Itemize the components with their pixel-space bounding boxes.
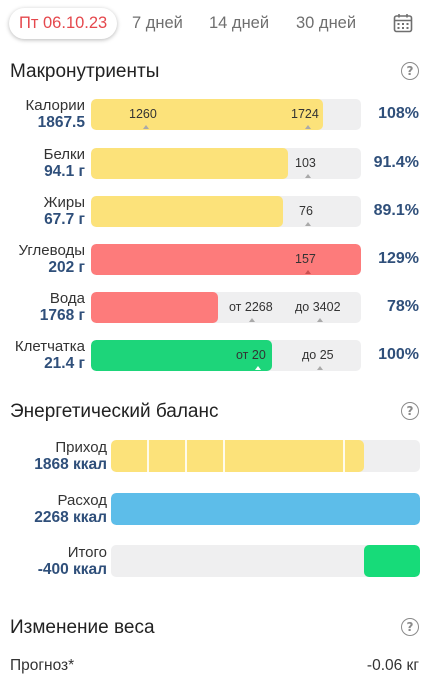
energy-label: Расход [57,492,107,509]
help-icon[interactable]: ? [401,62,419,80]
macro-bar: от 20 до 25 [91,340,361,371]
tab-30-days[interactable]: 30 дней [296,14,357,32]
macro-mark-min: 1260 [129,107,157,121]
macro-label: Углеводы [18,242,85,259]
macro-label: Калории [25,97,85,114]
macro-bar: 1260 1724 [91,99,361,130]
energy-label: Приход [55,439,107,456]
macro-mark-max: до 3402 [295,300,341,314]
macro-value: 1867.5 [37,114,85,131]
help-icon[interactable]: ? [401,402,419,420]
forecast-label: Прогноз* [10,657,75,674]
energy-bar [111,493,420,525]
macro-bar-fill [91,292,218,323]
energy-row-intake: Приход 1868 ккал [0,439,429,475]
macro-value: 202 г [48,259,85,276]
energy-title: Энергетический баланс [10,401,219,422]
macro-mark-min: от 20 [236,348,266,362]
macro-mark-max: до 25 [302,348,334,362]
macro-mark-min: от 2268 [229,300,273,314]
macro-bar: 76 [91,196,361,227]
macro-row-water: Вода 1768 г от 2268 до 3402 78% [0,291,429,325]
energy-row-total: Итого -400 ккал [0,544,429,580]
macro-percent: 91.4% [373,154,419,171]
energy-bar-fill [364,545,420,577]
energy-label: Итого [67,544,107,561]
macro-bar-fill [91,99,324,130]
macro-bar: от 2268 до 3402 [91,292,361,323]
macro-mark-max: 1724 [291,107,319,121]
help-icon[interactable]: ? [401,618,419,636]
macro-bar: 157 [91,244,361,275]
macro-bar-fill [91,340,272,371]
macro-row-calories: Калории 1867.5 1260 1724 108% [0,98,429,132]
calendar-icon[interactable] [393,13,413,33]
macro-percent: 108% [378,105,419,122]
macro-row-fat: Жиры 67.7 г 76 89.1% [0,195,429,229]
energy-value: 1868 ккал [34,456,107,473]
macro-mark-target: 76 [299,204,313,218]
macro-row-carbs: Углеводы 202 г 157 129% [0,243,429,277]
macro-percent: 78% [386,298,419,315]
energy-bar-fill [111,440,365,472]
tab-7-days[interactable]: 7 дней [132,14,183,32]
macro-label: Вода [49,290,85,307]
macro-percent: 89.1% [373,202,419,219]
energy-value: 2268 ккал [34,509,107,526]
energy-row-expense: Расход 2268 ккал [0,492,429,528]
period-tabs: Пт 06.10.23 7 дней 14 дней 30 дней [9,7,429,39]
macro-bar-fill [91,244,361,275]
macro-label: Белки [43,146,85,163]
energy-bar-fill [111,493,420,525]
macros-title: Макронутриенты [10,61,160,82]
macro-value: 21.4 г [44,355,85,372]
macro-value: 67.7 г [44,211,85,228]
energy-value: -400 ккал [37,561,107,578]
macro-bar: 103 [91,148,361,179]
macro-percent: 100% [378,346,419,363]
forecast-value: -0.06 кг [366,657,419,674]
energy-bar [111,545,420,577]
tab-day[interactable]: Пт 06.10.23 [9,7,118,39]
macro-mark-target: 103 [295,156,316,170]
macro-label: Жиры [43,194,85,211]
macro-percent: 129% [378,250,419,267]
macro-row-fiber: Клетчатка 21.4 г от 20 до 25 100% [0,339,429,373]
tab-14-days[interactable]: 14 дней [209,14,270,32]
weight-title: Изменение веса [10,617,155,638]
macro-value: 94.1 г [44,163,85,180]
macro-label: Клетчатка [14,338,85,355]
macro-bar-fill [91,196,283,227]
macro-bar-fill [91,148,289,179]
macro-value: 1768 г [39,307,85,324]
macro-mark-target: 157 [295,252,316,266]
macro-row-protein: Белки 94.1 г 103 91.4% [0,147,429,181]
energy-bar [111,440,420,472]
